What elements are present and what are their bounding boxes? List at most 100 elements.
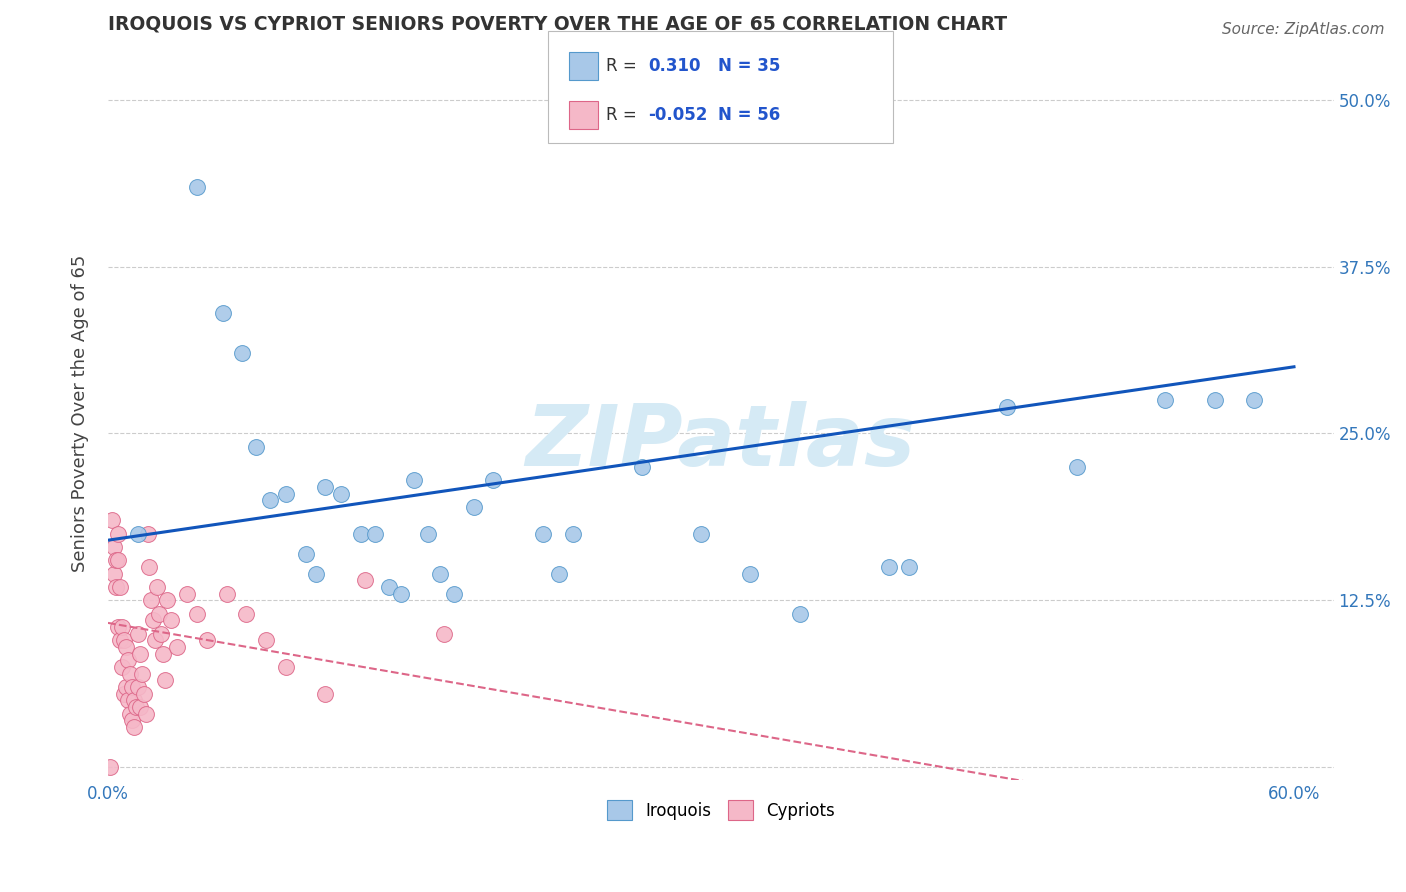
Text: IROQUOIS VS CYPRIOT SENIORS POVERTY OVER THE AGE OF 65 CORRELATION CHART: IROQUOIS VS CYPRIOT SENIORS POVERTY OVER… bbox=[108, 15, 1007, 34]
Text: Source: ZipAtlas.com: Source: ZipAtlas.com bbox=[1222, 22, 1385, 37]
Text: -0.052: -0.052 bbox=[648, 106, 707, 124]
Point bbox=[117, 653, 139, 667]
Point bbox=[132, 687, 155, 701]
Point bbox=[294, 547, 316, 561]
Point bbox=[274, 486, 297, 500]
Point bbox=[354, 573, 377, 587]
Point bbox=[330, 486, 353, 500]
Point bbox=[128, 647, 150, 661]
Point bbox=[389, 586, 412, 600]
Point bbox=[142, 613, 165, 627]
Point bbox=[114, 640, 136, 654]
Point bbox=[112, 633, 135, 648]
Point bbox=[103, 566, 125, 581]
Point bbox=[418, 526, 440, 541]
Point bbox=[145, 633, 167, 648]
Point bbox=[443, 586, 465, 600]
Point bbox=[995, 400, 1018, 414]
Point bbox=[112, 687, 135, 701]
Legend: Iroquois, Cypriots: Iroquois, Cypriots bbox=[600, 793, 841, 827]
Point bbox=[98, 760, 121, 774]
Point bbox=[463, 500, 485, 514]
Point bbox=[131, 666, 153, 681]
Point bbox=[630, 459, 652, 474]
Point bbox=[108, 633, 131, 648]
Point bbox=[195, 633, 218, 648]
Point bbox=[101, 513, 124, 527]
Point bbox=[1066, 459, 1088, 474]
Point bbox=[104, 580, 127, 594]
Point bbox=[690, 526, 713, 541]
Point bbox=[124, 700, 146, 714]
Point bbox=[122, 720, 145, 734]
Point bbox=[118, 666, 141, 681]
Point bbox=[1243, 393, 1265, 408]
Point bbox=[176, 586, 198, 600]
Point bbox=[104, 553, 127, 567]
Point bbox=[127, 526, 149, 541]
Point bbox=[377, 580, 399, 594]
Point bbox=[314, 480, 336, 494]
Point bbox=[186, 607, 208, 621]
Text: 0.310: 0.310 bbox=[648, 57, 700, 75]
Point bbox=[1204, 393, 1226, 408]
Point bbox=[231, 346, 253, 360]
Point bbox=[138, 560, 160, 574]
Text: R =: R = bbox=[606, 57, 643, 75]
Text: R =: R = bbox=[606, 106, 643, 124]
Point bbox=[150, 626, 173, 640]
Point bbox=[128, 700, 150, 714]
Point bbox=[121, 713, 143, 727]
Point bbox=[166, 640, 188, 654]
Point bbox=[547, 566, 569, 581]
Text: N = 56: N = 56 bbox=[718, 106, 780, 124]
Point bbox=[274, 660, 297, 674]
Point bbox=[314, 687, 336, 701]
Point bbox=[350, 526, 373, 541]
Point bbox=[211, 306, 233, 320]
Point bbox=[111, 620, 134, 634]
Point bbox=[136, 526, 159, 541]
Point bbox=[1154, 393, 1177, 408]
Point bbox=[897, 560, 920, 574]
Point bbox=[135, 706, 157, 721]
Point bbox=[531, 526, 554, 541]
Point bbox=[107, 526, 129, 541]
Text: N = 35: N = 35 bbox=[718, 57, 780, 75]
Point bbox=[482, 473, 505, 487]
Point bbox=[245, 440, 267, 454]
Point bbox=[433, 626, 456, 640]
Text: ZIPatlas: ZIPatlas bbox=[526, 401, 915, 484]
Y-axis label: Seniors Poverty Over the Age of 65: Seniors Poverty Over the Age of 65 bbox=[72, 255, 89, 572]
Point bbox=[141, 593, 163, 607]
Point bbox=[404, 473, 426, 487]
Point bbox=[118, 706, 141, 721]
Point bbox=[155, 673, 177, 688]
Point bbox=[561, 526, 583, 541]
Point bbox=[160, 613, 183, 627]
Point bbox=[107, 620, 129, 634]
Point bbox=[364, 526, 387, 541]
Point bbox=[304, 566, 326, 581]
Point bbox=[259, 493, 281, 508]
Point bbox=[215, 586, 238, 600]
Point bbox=[127, 680, 149, 694]
Point bbox=[740, 566, 762, 581]
Point bbox=[877, 560, 900, 574]
Point bbox=[186, 179, 208, 194]
Point bbox=[156, 593, 179, 607]
Point bbox=[103, 540, 125, 554]
Point bbox=[107, 553, 129, 567]
Point bbox=[127, 626, 149, 640]
Point bbox=[235, 607, 257, 621]
Point bbox=[146, 580, 169, 594]
Point bbox=[152, 647, 174, 661]
Point bbox=[114, 680, 136, 694]
Point bbox=[429, 566, 451, 581]
Point bbox=[121, 680, 143, 694]
Point bbox=[789, 607, 811, 621]
Point bbox=[148, 607, 170, 621]
Point bbox=[117, 693, 139, 707]
Point bbox=[108, 580, 131, 594]
Point bbox=[111, 660, 134, 674]
